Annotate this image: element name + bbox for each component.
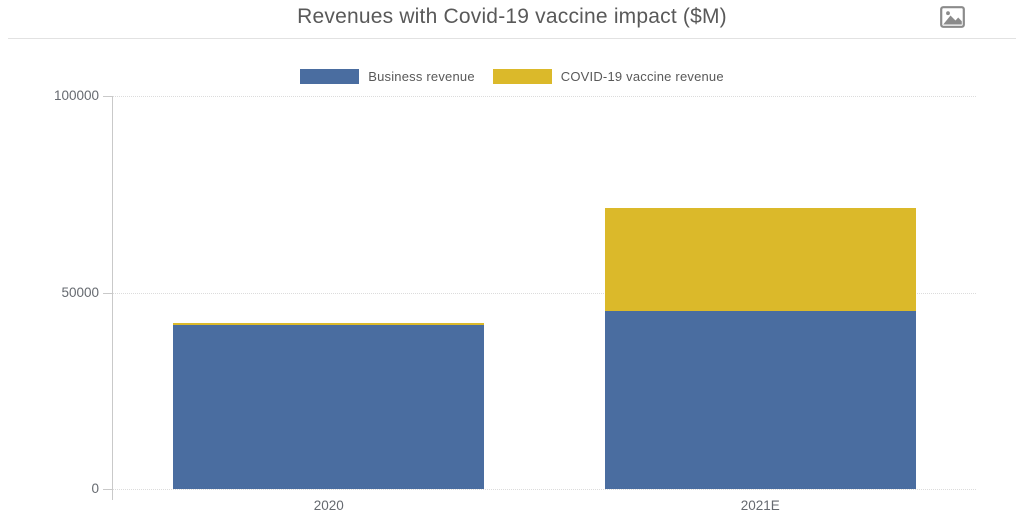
chart-header: Revenues with Covid-19 vaccine impact ($… <box>0 0 1024 38</box>
save-as-image-button[interactable] <box>938 4 966 30</box>
legend-swatch-vaccine-revenue <box>492 68 552 84</box>
bar-2020-business-revenue[interactable] <box>173 325 485 489</box>
legend-label-vaccine-revenue: COVID-19 vaccine revenue <box>560 68 724 84</box>
image-icon <box>939 6 965 28</box>
bar-2021E-business-revenue[interactable] <box>604 310 916 489</box>
chart-legend: Business revenue COVID-19 vaccine revenu… <box>0 64 1024 88</box>
legend-item-vaccine-revenue[interactable]: COVID-19 vaccine revenue <box>492 68 724 84</box>
bar-group-2021E[interactable] <box>604 96 916 489</box>
gridline-0 <box>113 489 976 490</box>
y-axis <box>112 96 113 500</box>
y-axis-label-0: 0 <box>91 481 99 497</box>
x-axis-label-2020: 2020 <box>313 498 344 513</box>
y-axis-label-50000: 50000 <box>61 284 99 300</box>
plot-area: 0 50000 100000 2020 2021E <box>54 88 976 513</box>
y-axis-tick-50000 <box>103 292 113 294</box>
bar-group-2020[interactable] <box>173 96 485 489</box>
header-divider <box>8 38 1016 39</box>
y-axis-tick-0 <box>103 489 113 490</box>
chart-title: Revenues with Covid-19 vaccine impact ($… <box>297 5 727 28</box>
legend-item-business-revenue[interactable]: Business revenue <box>300 68 475 84</box>
bar-2021E-vaccine-revenue[interactable] <box>604 208 916 311</box>
gridline-100000 <box>113 96 976 97</box>
y-axis-label-100000: 100000 <box>53 88 99 104</box>
x-axis-label-2021E: 2021E <box>740 498 780 513</box>
y-axis-tick-100000 <box>103 96 113 97</box>
legend-swatch-business-revenue <box>300 68 360 84</box>
gridline-50000 <box>113 292 976 294</box>
bar-2020-vaccine-revenue[interactable] <box>173 323 485 326</box>
legend-label-business-revenue: Business revenue <box>368 68 475 84</box>
